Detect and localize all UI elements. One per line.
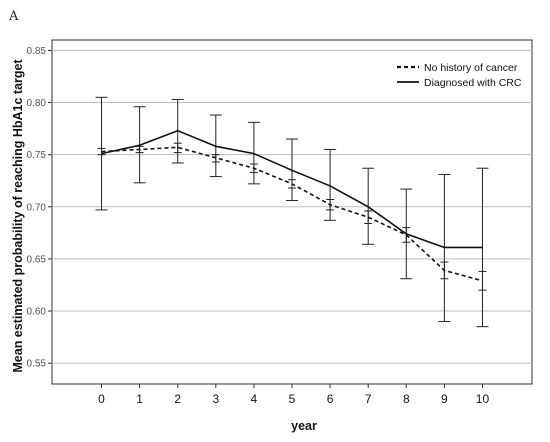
error-bar-crc [324,148,337,221]
y-axis-title: Mean estimated probability of reaching H… [11,59,25,373]
y-tick-label: 0.75 [27,150,47,161]
x-tick-label: 9 [441,392,448,406]
error-bars [95,96,489,328]
plot-area [51,39,533,385]
series-line-no-history [101,146,483,282]
x-tick-label: 7 [365,392,372,406]
x-tick-label: 8 [403,392,410,406]
x-tick-label: 4 [251,392,258,406]
series-line-crc [101,129,483,249]
legend-label-crc: Diagnosed with CRC [424,77,522,89]
y-tick-label: 0.70 [27,202,47,213]
x-tick-label: 1 [136,392,143,406]
x-tick-label: 6 [327,392,334,406]
x-axis-title: year [291,419,317,433]
panel-label: A [8,9,19,24]
y-axis-ticks: 0.55 0.60 0.65 0.70 0.75 0.80 0.85 [27,46,52,370]
y-tick-label: 0.65 [27,254,47,265]
y-tick-label: 0.55 [27,359,47,370]
x-tick-label: 10 [476,392,490,406]
x-tick-label: 5 [289,392,296,406]
y-tick-label: 0.60 [27,307,47,318]
x-tick-label: 0 [98,392,105,406]
x-tick-label: 2 [174,392,181,406]
y-tick-label: 0.85 [27,46,47,57]
series-lines [101,129,483,282]
y-tick-label: 0.80 [27,98,47,109]
x-tick-label: 3 [212,392,219,406]
legend: No history of cancer Diagnosed with CRC [397,62,522,89]
legend-label-no-history: No history of cancer [424,62,518,74]
x-axis-ticks: 0 1 2 3 4 5 6 7 8 9 10 [98,384,489,406]
